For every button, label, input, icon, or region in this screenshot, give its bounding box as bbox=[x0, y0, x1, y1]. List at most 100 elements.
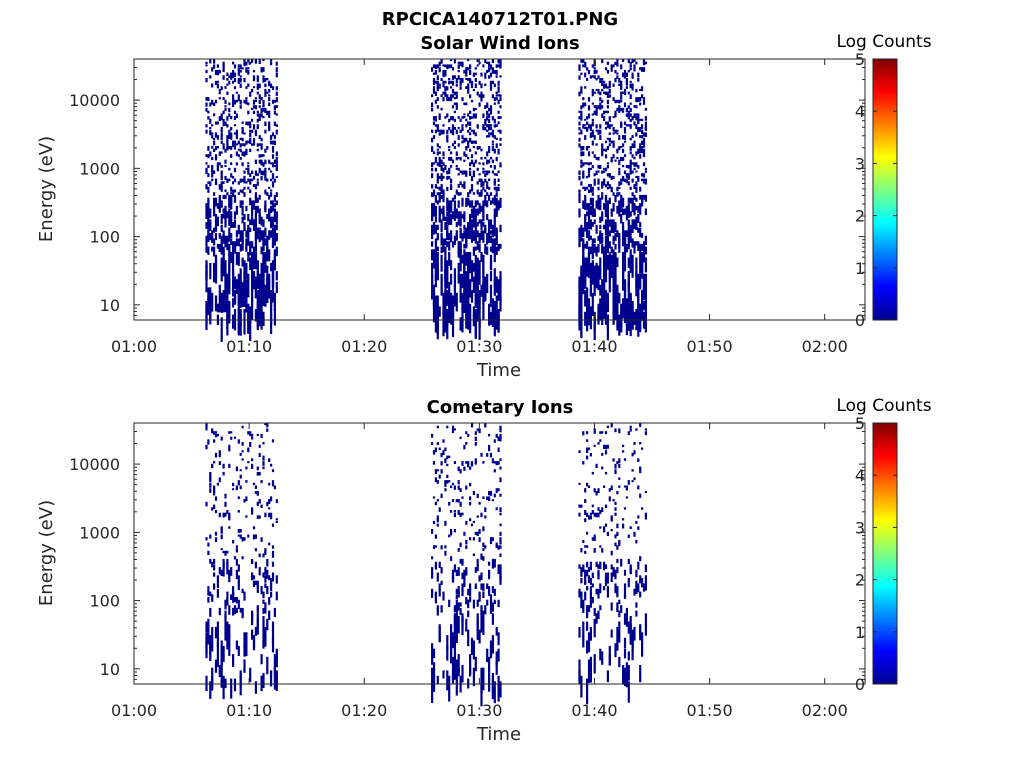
count-cell bbox=[476, 64, 479, 67]
count-cell bbox=[451, 129, 455, 134]
count-cell bbox=[247, 230, 250, 240]
count-cell bbox=[623, 178, 627, 182]
count-cell bbox=[251, 281, 254, 303]
count-cell bbox=[584, 550, 587, 554]
count-cell bbox=[446, 186, 449, 192]
count-cell bbox=[484, 75, 487, 79]
count-cell bbox=[597, 610, 600, 619]
count-cell bbox=[470, 461, 474, 465]
count-cell bbox=[266, 192, 269, 196]
count-cell bbox=[601, 238, 604, 244]
count-cell bbox=[440, 246, 443, 254]
count-cell bbox=[629, 107, 632, 112]
count-cell bbox=[457, 548, 460, 552]
count-cell bbox=[444, 458, 447, 464]
count-cell bbox=[442, 670, 445, 679]
count-cell bbox=[251, 558, 254, 564]
count-cell bbox=[610, 156, 613, 162]
count-cell bbox=[469, 279, 472, 288]
count-cell bbox=[442, 129, 445, 135]
count-cell bbox=[220, 135, 223, 140]
count-cell bbox=[209, 154, 212, 157]
count-cell bbox=[271, 621, 275, 643]
count-cell bbox=[622, 72, 625, 78]
count-cell bbox=[612, 127, 615, 132]
count-cell bbox=[241, 281, 244, 295]
count-cell bbox=[271, 146, 275, 150]
count-cell bbox=[442, 64, 445, 67]
count-cell bbox=[235, 135, 238, 140]
count-cell bbox=[245, 632, 248, 643]
count-cell bbox=[587, 224, 591, 230]
count-cell bbox=[480, 97, 483, 102]
count-cell bbox=[228, 227, 231, 237]
count-cell bbox=[593, 265, 596, 287]
count-cell bbox=[226, 558, 229, 568]
count-cell bbox=[618, 208, 621, 214]
count-cell bbox=[612, 249, 615, 266]
count-cell bbox=[268, 88, 271, 93]
count-cell bbox=[625, 613, 628, 627]
count-cell bbox=[243, 186, 246, 190]
count-cell bbox=[459, 558, 462, 564]
count-cell bbox=[230, 431, 233, 434]
count-cell bbox=[601, 105, 604, 109]
count-cell bbox=[608, 83, 611, 89]
colorbar bbox=[872, 58, 898, 321]
count-cell bbox=[589, 235, 592, 240]
count-cell bbox=[232, 594, 235, 603]
count-cell bbox=[491, 303, 494, 327]
count-cell bbox=[434, 205, 437, 211]
count-cell bbox=[453, 564, 456, 570]
count-cell bbox=[237, 301, 240, 321]
count-cell bbox=[608, 124, 611, 130]
count-cell bbox=[497, 200, 500, 211]
count-cell bbox=[245, 243, 248, 252]
count-cell bbox=[469, 69, 472, 74]
count-cell bbox=[595, 265, 598, 289]
count-cell bbox=[635, 132, 638, 137]
count-cell bbox=[633, 121, 636, 126]
count-cell bbox=[214, 121, 218, 125]
count-cell bbox=[450, 529, 453, 534]
count-cell bbox=[578, 564, 581, 569]
count-cell bbox=[470, 99, 474, 103]
count-cell bbox=[489, 156, 493, 160]
count-cell bbox=[639, 135, 642, 138]
count-cell bbox=[478, 233, 481, 242]
count-cell bbox=[629, 314, 632, 337]
count-cell bbox=[604, 295, 608, 320]
count-cell bbox=[461, 97, 464, 102]
count-cell bbox=[273, 227, 276, 236]
count-cell bbox=[448, 78, 451, 81]
count-cell bbox=[629, 616, 632, 640]
count-cell bbox=[642, 273, 646, 297]
count-cell bbox=[205, 167, 208, 172]
count-cell bbox=[616, 148, 619, 154]
count-cell bbox=[608, 132, 611, 135]
count-cell bbox=[629, 94, 632, 99]
count-cell bbox=[237, 583, 240, 591]
count-cell bbox=[254, 561, 257, 569]
count-cell bbox=[235, 548, 238, 553]
count-cell bbox=[497, 186, 500, 192]
count-cell bbox=[260, 143, 263, 147]
count-cell bbox=[216, 482, 219, 486]
count-cell bbox=[595, 170, 598, 175]
count-cell bbox=[627, 113, 630, 119]
count-cell bbox=[228, 447, 231, 452]
count-cell bbox=[211, 99, 214, 105]
count-cell bbox=[207, 222, 210, 232]
count-cell bbox=[444, 480, 447, 485]
count-cell bbox=[254, 170, 257, 175]
count-cell bbox=[438, 162, 441, 167]
count-cell bbox=[455, 105, 458, 110]
count-cell bbox=[461, 512, 464, 516]
count-cell bbox=[270, 496, 273, 502]
count-cell bbox=[644, 61, 647, 65]
count-cell bbox=[480, 83, 483, 89]
count-cell bbox=[432, 662, 436, 680]
count-cell bbox=[467, 629, 470, 647]
count-cell bbox=[499, 105, 502, 109]
count-cell bbox=[444, 482, 447, 487]
